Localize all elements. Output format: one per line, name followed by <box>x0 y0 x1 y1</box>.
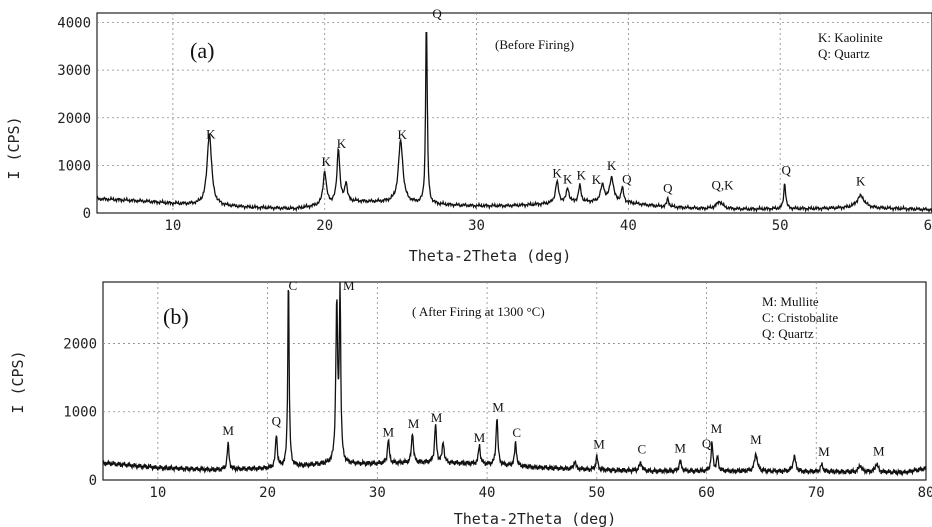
x-tick-label-b: 30 <box>369 485 386 501</box>
peak-label-a: Q <box>782 162 792 177</box>
peak-label-b: Q <box>272 413 282 428</box>
x-tick-label-b: 20 <box>259 485 276 501</box>
peak-label-a: K <box>577 168 587 183</box>
tick-labels-b: 10 20 30 40 50 60 70 80 0 1000 2000 <box>63 336 932 501</box>
xrd-trace-b <box>102 281 927 477</box>
peak-label-b: M <box>750 432 762 447</box>
x-tick-label-a: 30 <box>468 218 485 234</box>
peak-label-b: C <box>289 278 298 293</box>
peak-label-b: M <box>383 424 395 439</box>
peak-label-b: M <box>711 421 723 436</box>
x-tick-label-b: 80 <box>918 485 932 501</box>
x-tick-label-b: 60 <box>698 485 715 501</box>
x-tick-label-b: 70 <box>808 485 825 501</box>
peak-label-b: M <box>492 400 504 415</box>
peak-label-a: Q <box>663 181 673 196</box>
peak-label-a: K <box>563 171 573 186</box>
peak-label-b: M <box>222 423 234 438</box>
peak-label-b: M <box>408 416 420 431</box>
annotation-b: ( After Firing at 1300 °C) <box>412 304 545 319</box>
y-tick-label-b: 1000 <box>63 405 97 421</box>
y-tick-label-b: 2000 <box>63 336 97 352</box>
y-tick-label-a: 1000 <box>57 158 91 174</box>
peak-label-b: M <box>818 444 830 459</box>
peak-label-b: M <box>593 437 605 452</box>
peak-label-b: M <box>674 441 686 456</box>
peak-label-a: K <box>592 172 602 187</box>
legend-a-item-0: K: Kaolinite <box>818 30 883 45</box>
peak-label-a: K <box>397 127 407 142</box>
y-tick-label-b: 0 <box>89 473 97 489</box>
peak-label-a: K <box>206 127 216 142</box>
x-tick-label-a: 50 <box>772 218 789 234</box>
legend-b-item-0: M: Mullite <box>762 294 819 309</box>
peak-label-b: C <box>512 425 521 440</box>
peak-label-a: K <box>607 158 617 173</box>
peak-label-a: Q <box>432 6 442 21</box>
y-tick-label-a: 0 <box>83 206 91 222</box>
x-tick-label-b: 50 <box>588 485 605 501</box>
peak-label-b: Q <box>702 436 712 451</box>
panel-label-b: (b) <box>163 304 189 329</box>
x-tick-label-a: 10 <box>164 218 181 234</box>
x-tick-label-b: 10 <box>149 485 166 501</box>
xrd-trace-a <box>96 31 932 213</box>
grid-a <box>97 13 932 213</box>
x-axis-label-a: Theta-2Theta (deg) <box>409 247 572 265</box>
grid-b <box>103 282 926 480</box>
peak-label-a: K <box>552 165 562 180</box>
y-axis-label-a: I (CPS) <box>5 116 23 179</box>
plot-frame-b <box>102 281 927 481</box>
x-tick-label-a: 20 <box>316 218 333 234</box>
peak-label-a: Q,K <box>711 178 734 193</box>
x-tick-label-a: 60 <box>924 218 932 234</box>
peak-label-b: M <box>873 443 885 458</box>
peak-label-a: Q <box>622 171 632 186</box>
xrd-chart-before-firing: 10203040506001000200030004000 KKKKQKKKKK… <box>5 6 932 265</box>
legend-a-item-1: Q: Quartz <box>818 46 870 61</box>
peak-label-a: K <box>337 136 347 151</box>
peak-label-b: M <box>431 410 443 425</box>
x-tick-label-a: 40 <box>620 218 637 234</box>
x-tick-label-b: 40 <box>479 485 496 501</box>
chart-a-svg: 10203040506001000200030004000 KKKKQKKKKK… <box>5 6 932 265</box>
y-tick-label-a: 2000 <box>57 111 91 127</box>
peak-label-b: M <box>474 430 486 445</box>
y-axis-label-b: I (CPS) <box>9 350 27 413</box>
plot-frame-a <box>96 12 932 214</box>
annotation-a: (Before Firing) <box>495 37 574 52</box>
peak-label-a: K <box>856 173 866 188</box>
legend-b-item-2: Q: Quartz <box>762 326 814 341</box>
x-axis-label-b: Theta-2Theta (deg) <box>454 510 617 527</box>
peak-label-a: K <box>322 154 332 169</box>
y-tick-label-a: 4000 <box>57 16 91 32</box>
peak-label-b: M <box>343 278 355 293</box>
legend-b-item-1: C: Cristobalite <box>762 310 838 325</box>
panel-label-a: (a) <box>190 38 214 63</box>
peak-label-b: C <box>637 441 646 456</box>
y-tick-label-a: 3000 <box>57 63 91 79</box>
tick-labels-a: 10 20 30 40 50 60 0 1000 2000 3000 4000 <box>57 16 932 234</box>
